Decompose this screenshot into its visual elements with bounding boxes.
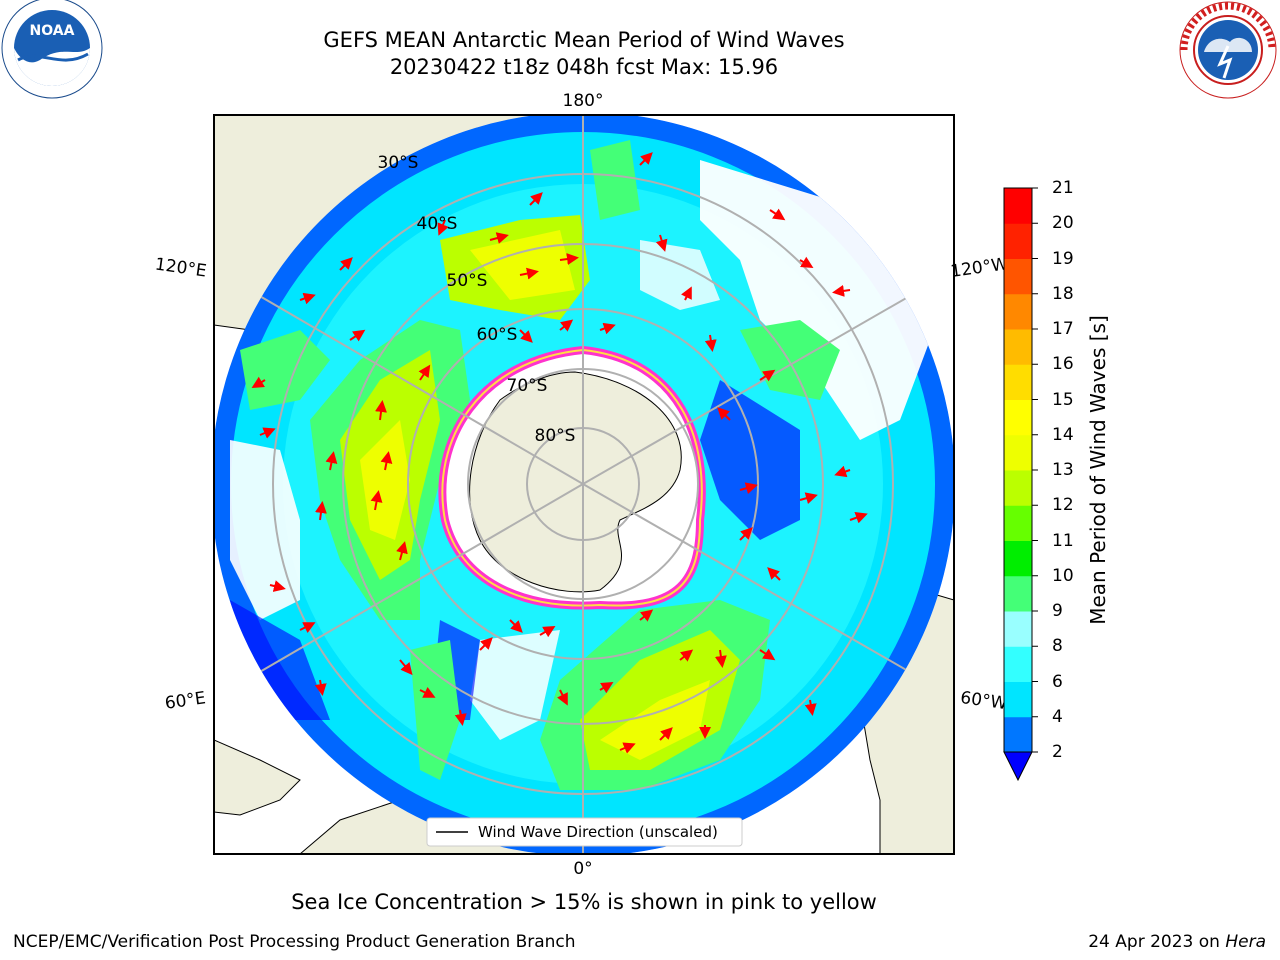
colorbar-band (1004, 470, 1032, 506)
map-legend: Wind Wave Direction (unscaled) (426, 817, 743, 847)
map-subtitle: 20230422 t18z 048h fcst Max: 15.96 (389, 55, 779, 79)
colorbar-tick-label: 18 (1052, 283, 1074, 304)
lat-label-30s: 30°S (378, 153, 419, 173)
colorbar-tick-label: 4 (1052, 706, 1063, 727)
noaa-logo-text: NOAA (30, 23, 75, 39)
colorbar-tick-label: 15 (1052, 389, 1074, 410)
lat-label-60s: 60°S (477, 325, 518, 345)
lon-label-120e: 120°E (154, 255, 208, 282)
colorbar-tick-label: 6 (1052, 671, 1063, 692)
colorbar-band (1004, 716, 1032, 753)
colorbar-tick-label: 12 (1052, 495, 1074, 516)
nws-logo (1179, 1, 1277, 99)
colorbar (1003, 187, 1038, 782)
colorbar-tick-label: 19 (1052, 248, 1074, 269)
colorbar-tick-label: 8 (1052, 636, 1063, 657)
legend-label: Wind Wave Direction (unscaled) (478, 823, 718, 841)
lat-label-80s: 80°S (535, 426, 576, 446)
lat-label-50s: 50°S (447, 271, 488, 291)
colorbar-band (1004, 681, 1032, 718)
lat-label-40s: 40°S (417, 214, 458, 234)
colorbar-band (1004, 364, 1032, 400)
antarctica-land (469, 371, 682, 593)
colorbar-band (1004, 399, 1032, 436)
map-title: GEFS MEAN Antarctic Mean Period of Wind … (323, 28, 845, 52)
date-text: 24 Apr 2023 on Hera (1088, 932, 1266, 952)
system-name: Hera (1225, 932, 1266, 952)
sea-ice-note: Sea Ice Concentration > 15% is shown in … (291, 890, 877, 914)
lon-label-0: 0° (573, 859, 592, 879)
colorbar-band (1004, 223, 1032, 259)
colorbar-band (1004, 646, 1032, 682)
lon-label-180: 180° (563, 91, 604, 111)
colorbar-band (1004, 329, 1032, 365)
colorbar-band (1004, 434, 1032, 471)
colorbar-tick-label: 14 (1052, 424, 1074, 445)
lat-label-70s: 70°S (507, 376, 548, 396)
colorbar-band (1004, 188, 1032, 224)
colorbar-tick-label: 17 (1052, 319, 1074, 339)
colorbar-extend-triangle (1003, 751, 1033, 782)
colorbar-band (1004, 540, 1032, 577)
colorbar-band (1004, 505, 1032, 541)
colorbar-tick-label: 9 (1052, 601, 1063, 621)
colorbar-tick-label: 11 (1052, 530, 1074, 551)
colorbar-tick-label: 13 (1052, 460, 1074, 480)
colorbar-bands (1004, 188, 1032, 753)
colorbar-tick-label: 10 (1052, 565, 1074, 586)
noaa-logo: NOAA (1, 0, 103, 99)
colorbar-tick-label: 20 (1052, 213, 1074, 234)
map-frame (213, 114, 955, 855)
colorbar-tick-label: 2 (1052, 742, 1063, 762)
colorbar-tick-label: 16 (1052, 354, 1074, 375)
credit-text: NCEP/EMC/Verification Post Processing Pr… (13, 932, 576, 952)
colorbar-tick-label: 21 (1052, 178, 1074, 198)
colorbar-band (1004, 258, 1032, 295)
wave-direction-arrows (251, 152, 868, 754)
lon-label-60e: 60°E (164, 688, 207, 713)
colorbar-band (1004, 293, 1032, 330)
colorbar-band (1004, 575, 1032, 612)
colorbar-band (1004, 611, 1032, 647)
